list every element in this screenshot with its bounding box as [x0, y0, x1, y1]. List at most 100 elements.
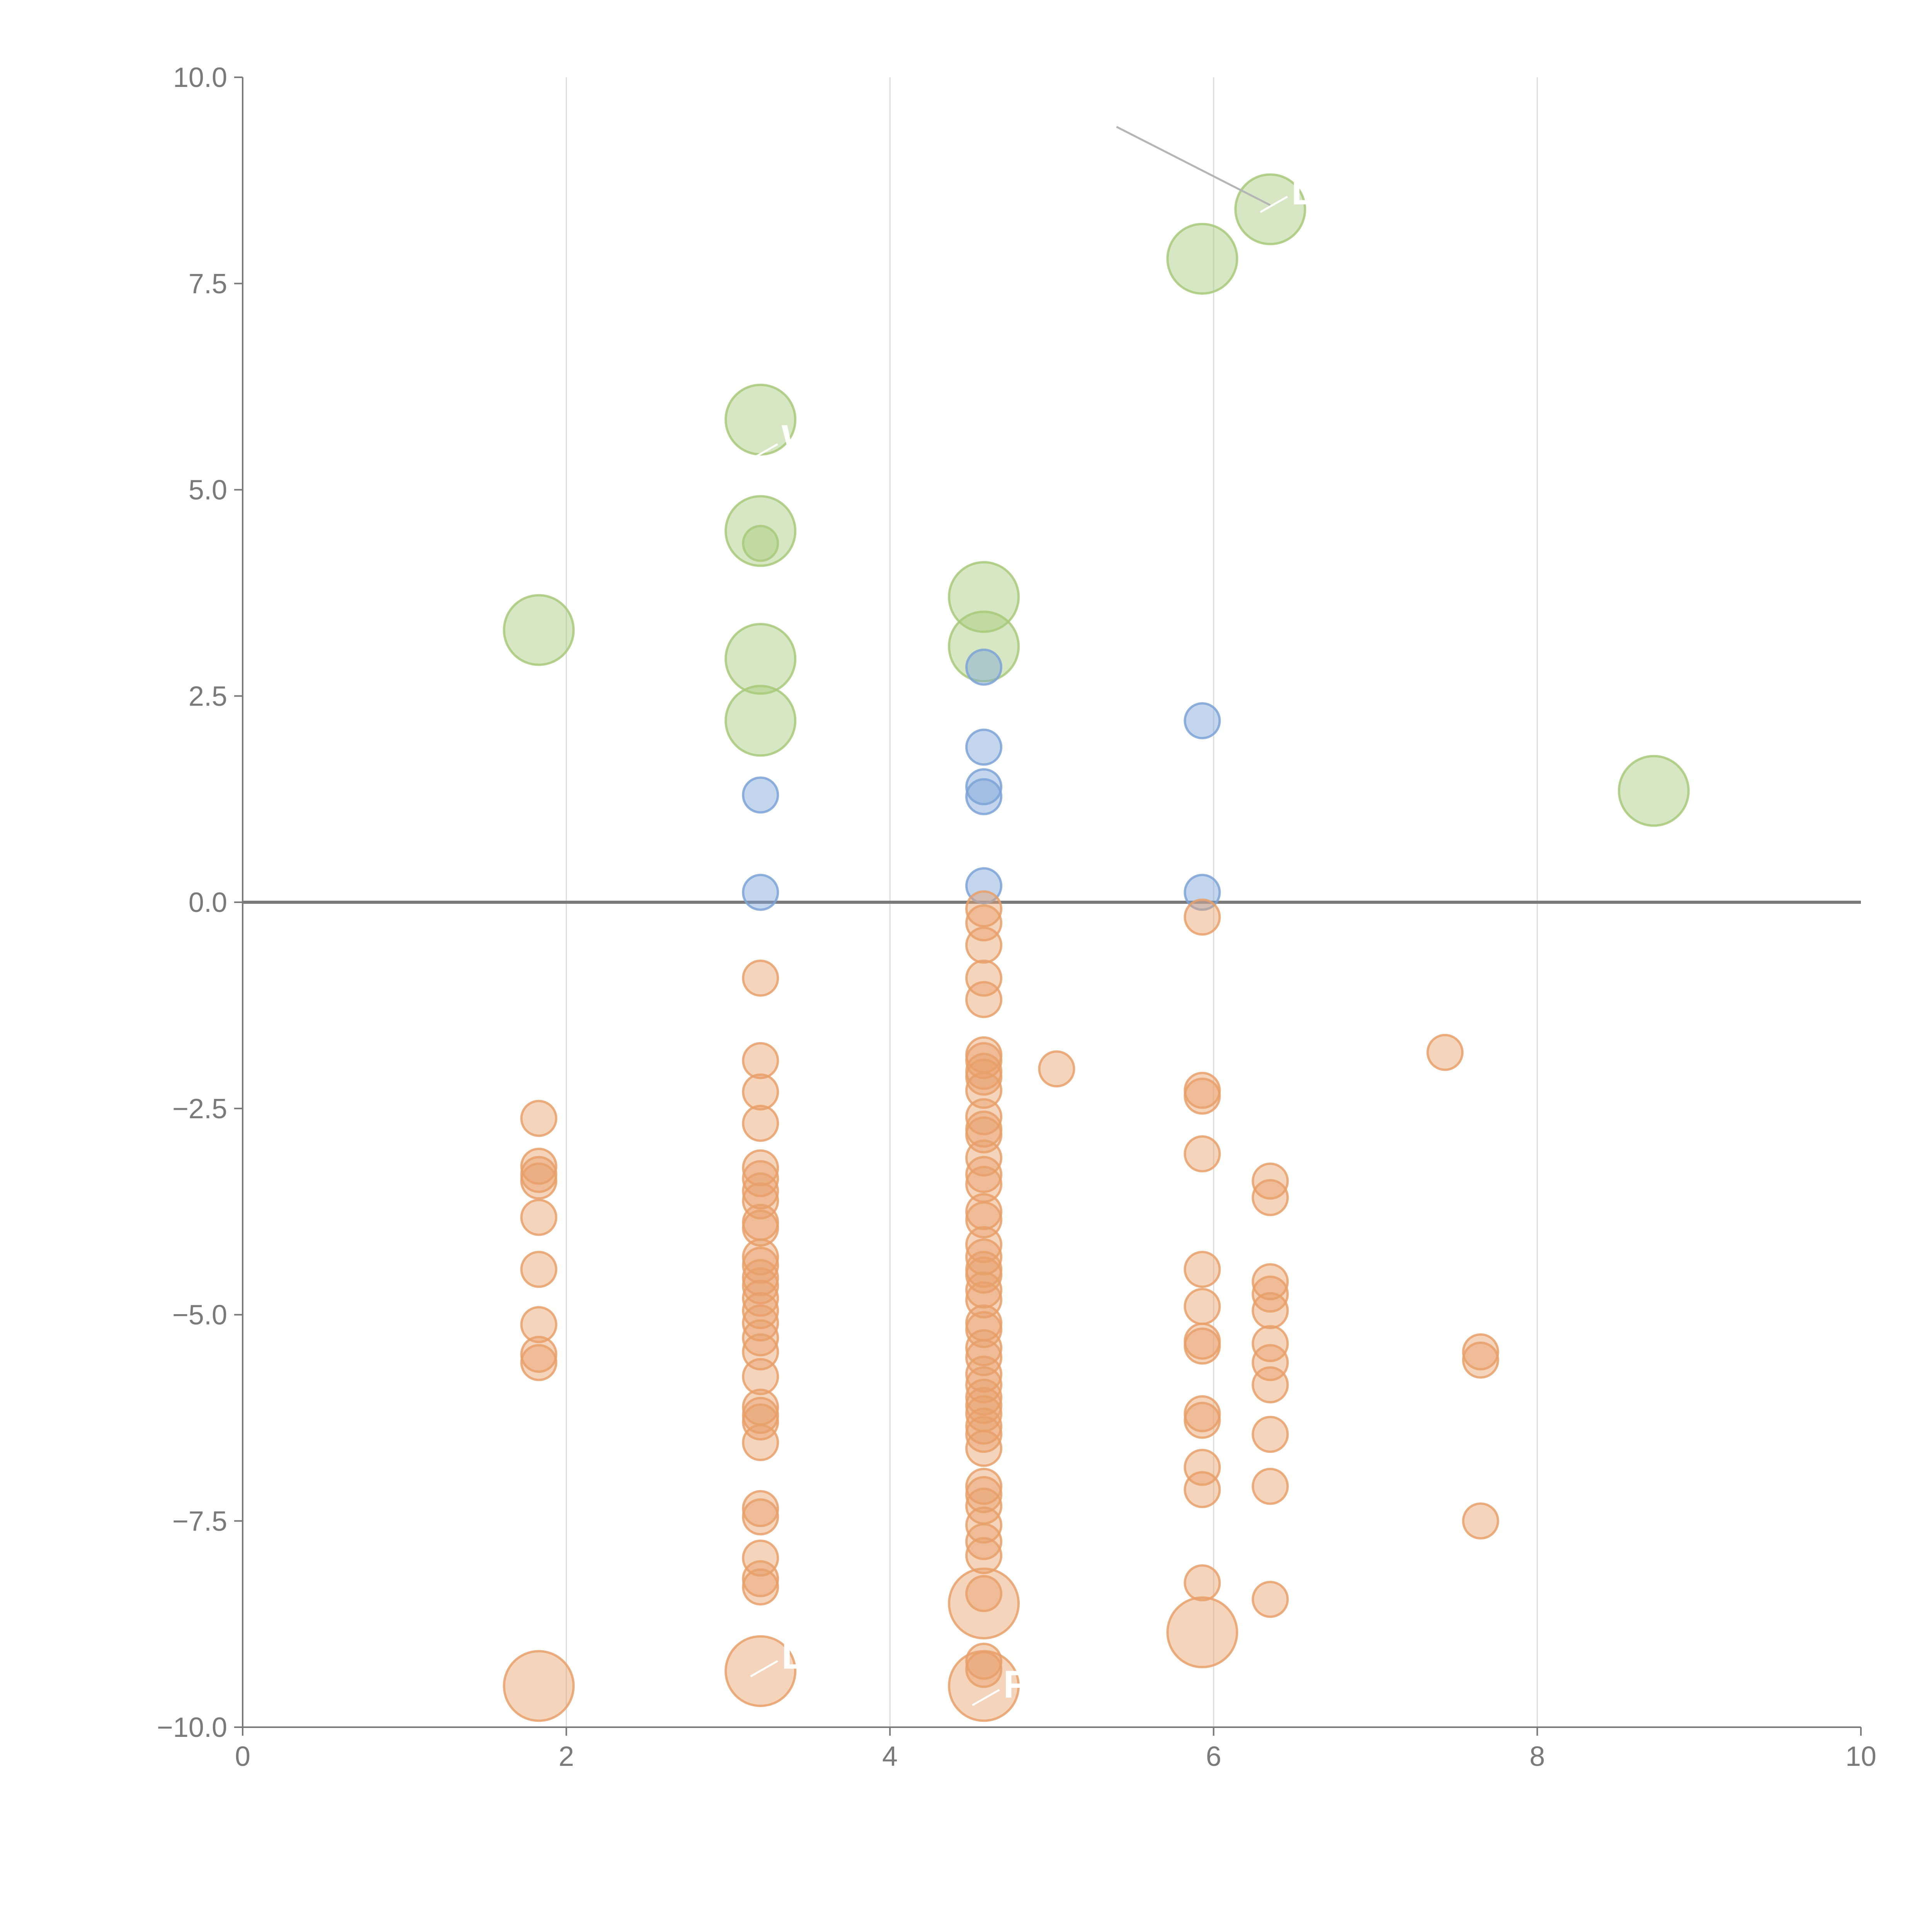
orange-point [742, 1568, 779, 1606]
orange-point [520, 1335, 558, 1373]
orange-point [1426, 1034, 1464, 1071]
orange-point [520, 1306, 558, 1344]
orange-point [742, 1498, 779, 1536]
green-point [1617, 755, 1690, 827]
orange-point [742, 1403, 779, 1441]
x-tick-label: 2 [559, 1741, 574, 1772]
orange-point [965, 1193, 1003, 1230]
green-point [948, 561, 1020, 633]
blue-point [742, 776, 779, 814]
orange-point [965, 1430, 1003, 1467]
orange-point [742, 1292, 779, 1329]
orange-point [1184, 1401, 1221, 1439]
orange-point [1252, 1416, 1289, 1453]
orange-point [1462, 1341, 1499, 1379]
green-point [724, 623, 797, 695]
orange-point [742, 959, 779, 997]
x-tick-label: 0 [235, 1741, 250, 1772]
orange-point [965, 1271, 1003, 1309]
orange-point [742, 1073, 779, 1111]
axes: 0 2 4 6 8 10 −10.0 −7.5 −5.0 −2.5 0.0 2.5 5.0 7.5 10.0 [157, 62, 1876, 1772]
orange-point [520, 1162, 558, 1200]
point-label: F [1003, 1663, 1027, 1706]
point-labels: L W D F [750, 126, 1315, 1706]
orange-point [965, 1416, 1003, 1453]
orange-point [742, 1182, 779, 1219]
orange-point [965, 1537, 1003, 1574]
orange-point [1184, 1288, 1221, 1325]
orange-point [965, 927, 1003, 964]
orange-point [742, 1160, 779, 1197]
orange-point [1184, 1077, 1221, 1115]
orange-point [965, 1468, 1003, 1505]
x-tick-label: 10 [1845, 1741, 1876, 1772]
orange-point [965, 1058, 1003, 1096]
orange-point [965, 904, 1003, 942]
orange-point [965, 1407, 1003, 1445]
orange-point [1252, 1325, 1289, 1362]
y-tick-label: 0.0 [189, 887, 227, 918]
y-tick-label: −2.5 [172, 1094, 227, 1124]
y-tick-label: 7.5 [189, 269, 227, 299]
blue-point [965, 768, 1003, 806]
orange-point [965, 981, 1003, 1018]
orange-point [965, 1329, 1003, 1366]
y-tick-label: 10.0 [173, 62, 227, 93]
green-point [1234, 173, 1306, 245]
orange-point [742, 1238, 779, 1276]
y-tick-label: 2.5 [189, 681, 227, 712]
orange-point [1184, 1327, 1221, 1365]
orange-point [1184, 1471, 1221, 1509]
blue-point [1184, 702, 1221, 740]
label-leader-line [750, 443, 778, 461]
orange-point [742, 1560, 779, 1597]
orange-point [1252, 1179, 1289, 1216]
bubbles [503, 173, 1690, 1722]
orange-point [1184, 1135, 1221, 1173]
point-label: L [1291, 170, 1315, 213]
label-leader-line [972, 1689, 1000, 1706]
green-point [503, 594, 575, 666]
y-tick-label: −7.5 [172, 1506, 227, 1537]
orange-large-point [503, 1650, 575, 1722]
green-point [724, 685, 797, 757]
orange-point [965, 959, 1003, 997]
orange-point [965, 1523, 1003, 1560]
orange-point [1252, 1366, 1289, 1403]
orange-point [1252, 1344, 1289, 1381]
orange-point [520, 1100, 558, 1137]
orange-large-point [948, 1567, 1020, 1639]
orange-point [742, 1424, 779, 1461]
orange-point [1184, 1251, 1221, 1288]
x-tick-label: 4 [882, 1741, 898, 1772]
blue-point [965, 648, 1003, 686]
blue-point [965, 728, 1003, 766]
orange-point [742, 1209, 779, 1247]
orange-point [965, 1156, 1003, 1193]
orange-point [742, 1247, 779, 1284]
green-small-point [742, 525, 779, 562]
orange-point [1038, 1050, 1075, 1088]
orange-point [965, 1387, 1003, 1424]
orange-point [742, 1490, 779, 1527]
orange-point [965, 1366, 1003, 1403]
orange-point [1252, 1292, 1289, 1329]
orange-point [742, 1319, 779, 1357]
orange-point [1462, 1502, 1499, 1540]
orange-point [742, 1358, 779, 1395]
orange-point [965, 1575, 1003, 1612]
orange-point [742, 1172, 779, 1210]
orange-point [742, 1042, 779, 1079]
x-tick-label: 6 [1206, 1741, 1221, 1772]
x-tick-label: 8 [1529, 1741, 1545, 1772]
label-leader-line [1260, 196, 1288, 213]
orange-point [965, 1071, 1003, 1109]
orange-point [520, 1344, 558, 1381]
orange-point [1184, 1564, 1221, 1602]
point-label: W [782, 417, 818, 460]
orange-point [1252, 1468, 1289, 1505]
y-tick-label: −5.0 [172, 1300, 227, 1331]
orange-point [965, 890, 1003, 928]
